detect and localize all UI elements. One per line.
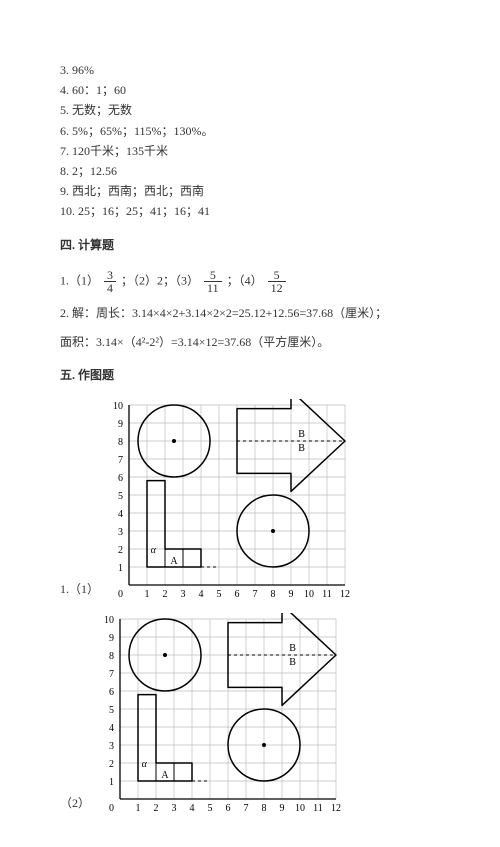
svg-text:4: 4 — [118, 509, 123, 520]
figure-1-row: 1.（1） 123456789101112123456789100BBAα — [60, 399, 450, 603]
figure-2: 123456789101112123456789100BBAα — [96, 613, 344, 817]
svg-text:5: 5 — [208, 803, 213, 814]
svg-text:10: 10 — [295, 803, 305, 814]
fraction-1: 3 4 — [104, 269, 116, 294]
q1-p3: ；（4） — [227, 273, 263, 287]
svg-text:8: 8 — [118, 437, 123, 448]
answer-7: 7. 120千米；135千米 — [60, 142, 450, 161]
svg-text:B: B — [298, 429, 305, 440]
svg-text:8: 8 — [109, 651, 114, 662]
svg-text:B: B — [289, 657, 296, 668]
q1-p1: 1.（1） — [60, 273, 99, 287]
svg-text:1: 1 — [136, 803, 141, 814]
svg-text:10: 10 — [104, 615, 114, 626]
svg-text:1: 1 — [145, 589, 150, 600]
svg-text:4: 4 — [190, 803, 195, 814]
svg-text:6: 6 — [109, 687, 114, 698]
frac1-num: 3 — [104, 269, 116, 282]
svg-text:8: 8 — [271, 589, 276, 600]
svg-text:0: 0 — [118, 589, 123, 600]
answer-10: 10. 25；16；25；41；16；41 — [60, 202, 450, 221]
svg-text:7: 7 — [118, 455, 123, 466]
svg-text:12: 12 — [340, 589, 350, 600]
figure-1-label: 1.（1） — [60, 580, 99, 603]
svg-text:B: B — [298, 443, 305, 454]
svg-text:9: 9 — [118, 419, 123, 430]
svg-text:4: 4 — [109, 723, 114, 734]
svg-text:A: A — [170, 556, 178, 567]
svg-text:9: 9 — [280, 803, 285, 814]
calc-q2a: 2. 解：周长：3.14×4×2+3.14×2×2=25.12+12.56=37… — [60, 304, 450, 323]
svg-text:2: 2 — [109, 759, 114, 770]
svg-text:10: 10 — [304, 589, 314, 600]
svg-text:5: 5 — [118, 491, 123, 502]
svg-text:0: 0 — [109, 803, 114, 814]
answer-8: 8. 2；12.56 — [60, 162, 450, 181]
svg-text:1: 1 — [118, 563, 123, 574]
answer-9: 9. 西北；西南；西北；西南 — [60, 182, 450, 201]
svg-text:3: 3 — [181, 589, 186, 600]
svg-text:6: 6 — [118, 473, 123, 484]
svg-text:1: 1 — [109, 777, 114, 788]
svg-text:α: α — [151, 545, 157, 556]
frac3-num: 5 — [268, 269, 286, 282]
answer-3: 3. 96% — [60, 61, 450, 80]
figure-2-row: （2） 123456789101112123456789100BBAα — [60, 613, 450, 817]
frac2-den: 11 — [204, 282, 222, 294]
svg-text:9: 9 — [289, 589, 294, 600]
svg-text:2: 2 — [118, 545, 123, 556]
frac3-den: 12 — [268, 282, 286, 294]
figure-1: 123456789101112123456789100BBAα — [105, 399, 353, 603]
svg-text:8: 8 — [262, 803, 267, 814]
svg-text:7: 7 — [109, 669, 114, 680]
svg-text:4: 4 — [199, 589, 204, 600]
answer-4: 4. 60：1；60 — [60, 81, 450, 100]
calc-q2b: 面积：3.14×（4²-2²）=3.14×12=37.68（平方厘米）。 — [60, 333, 450, 352]
svg-text:10: 10 — [113, 401, 123, 412]
svg-text:3: 3 — [109, 741, 114, 752]
svg-text:2: 2 — [154, 803, 159, 814]
svg-text:2: 2 — [163, 589, 168, 600]
q1-p2: ；（2）2；（3） — [121, 273, 199, 287]
svg-text:7: 7 — [244, 803, 249, 814]
svg-text:3: 3 — [118, 527, 123, 538]
answer-5: 5. 无数；无数 — [60, 101, 450, 120]
fraction-2: 5 11 — [204, 269, 222, 294]
frac2-num: 5 — [204, 269, 222, 282]
svg-text:12: 12 — [331, 803, 341, 814]
svg-text:11: 11 — [322, 589, 332, 600]
svg-text:6: 6 — [235, 589, 240, 600]
fraction-3: 5 12 — [268, 269, 286, 294]
svg-text:A: A — [161, 770, 169, 781]
svg-text:11: 11 — [313, 803, 323, 814]
answer-6: 6. 5%；65%；115%；130%。 — [60, 122, 450, 141]
frac1-den: 4 — [104, 282, 116, 294]
section-4-title: 四. 计算题 — [60, 236, 450, 255]
svg-text:B: B — [289, 643, 296, 654]
section-5-title: 五. 作图题 — [60, 366, 450, 385]
svg-text:5: 5 — [217, 589, 222, 600]
svg-text:7: 7 — [253, 589, 258, 600]
svg-text:α: α — [142, 759, 148, 770]
svg-text:6: 6 — [226, 803, 231, 814]
figure-2-label: （2） — [60, 794, 90, 817]
calc-q1: 1.（1） 3 4 ；（2）2；（3） 5 11 ；（4） 5 12 — [60, 269, 450, 294]
svg-text:3: 3 — [172, 803, 177, 814]
svg-text:9: 9 — [109, 633, 114, 644]
